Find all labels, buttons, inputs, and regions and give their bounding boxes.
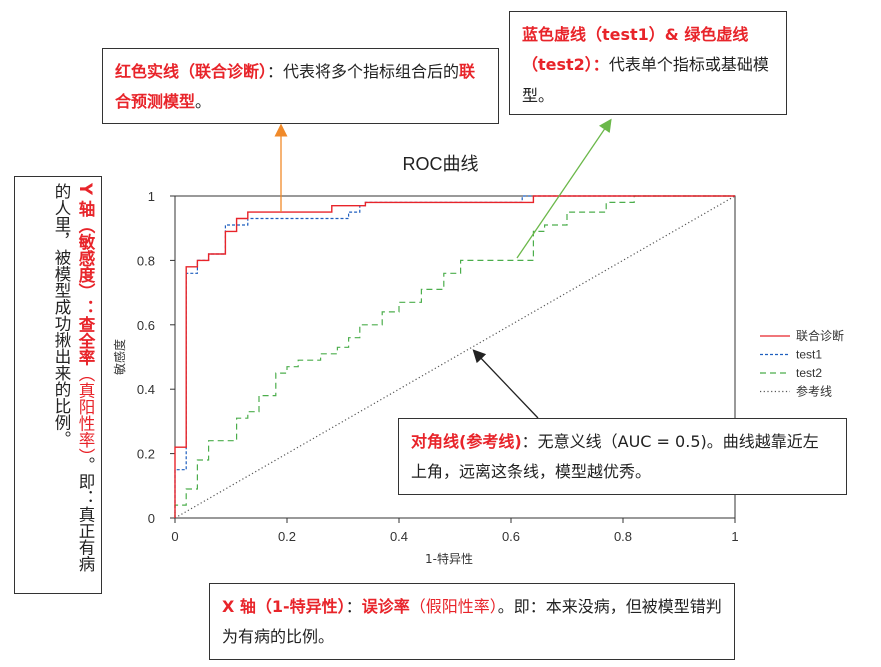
- annotation-y-axis-tpr: （真阳性率）: [76, 365, 95, 457]
- legend-label: test1: [796, 348, 822, 362]
- y-tick-label: 0.2: [137, 447, 155, 462]
- annotation-x-axis: X 轴（1-特异性）：误诊率（假阳性率）。即：本来没病，但被模型错判为有病的比例…: [209, 583, 735, 660]
- annotation-x-axis-fpr: （假阳性率）: [409, 597, 498, 616]
- annotation-x-axis-term: 误诊率: [361, 597, 410, 616]
- arrow-to-diagonal: [472, 349, 539, 419]
- annotation-red-line-text: ：代表将多个指标组合后的: [267, 62, 460, 81]
- plot-frame: [174, 195, 736, 519]
- annotation-x-axis-title: X 轴（1-特异性）: [222, 597, 346, 616]
- annotation-y-axis-term: 查全率: [76, 316, 95, 366]
- arrow-to-dashed-box: [516, 118, 612, 259]
- y-axis-label: 敏感度: [112, 339, 127, 375]
- y-tick-label: 1: [148, 189, 155, 204]
- y-tick-label: 0: [148, 511, 155, 526]
- annotation-dashed-text: 代表单个指标或基础模型。: [522, 55, 769, 105]
- series-reference: [174, 195, 736, 519]
- series-combined: [174, 195, 735, 518]
- legend-label: test2: [796, 366, 822, 380]
- y-tick-label: 0.6: [137, 318, 155, 333]
- x-tick-label: 0: [171, 529, 178, 544]
- annotation-red-line-model: 联合预测模型: [115, 62, 476, 112]
- annotation-red-line: 红色实线（联合诊断）：代表将多个指标组合后的联合预测模型。: [102, 48, 499, 124]
- annotation-y-axis-text: 。即：真正有病的人里，被模型成功揪出来的比例。: [52, 183, 95, 572]
- x-tick-label: 0.2: [278, 529, 296, 544]
- x-tick-label: 0.4: [390, 529, 408, 544]
- series-test2: [174, 195, 735, 518]
- annotation-diagonal-title: 对角线(参考线): [411, 432, 522, 451]
- y-tick-label: 0.8: [137, 253, 155, 268]
- annotation-red-line-title: 红色实线（联合诊断）: [115, 62, 268, 81]
- annotation-dashed-title: 蓝色虚线（test1）& 绿色虚线（test2）：: [522, 25, 749, 75]
- annotation-x-axis-colon: ：: [345, 597, 362, 616]
- annotation-diagonal: 对角线(参考线)：无意义线（AUC = 0.5)。曲线越靠近左上角，远离这条线，…: [398, 418, 847, 495]
- annotation-y-axis-vertical: Y 轴（敏感度）：查全率（真阳性率）。即：真正有病的人里，被模型成功揪出来的比例…: [49, 183, 97, 583]
- legend-label: 参考线: [796, 384, 832, 399]
- legend: 联合诊断 test1 test2 参考线: [760, 328, 844, 399]
- annotation-dashed-lines: 蓝色虚线（test1）& 绿色虚线（test2）：代表单个指标或基础模型。: [509, 11, 787, 115]
- x-tick-label: 0.6: [502, 529, 520, 544]
- x-axis-label: 1-特异性: [425, 551, 473, 566]
- legend-label: 联合诊断: [796, 328, 844, 343]
- annotation-y-axis: Y 轴（敏感度）：查全率（真阳性率）。即：真正有病的人里，被模型成功揪出来的比例…: [14, 176, 102, 594]
- annotation-y-axis-title: Y 轴（敏感度）：: [76, 183, 95, 317]
- annotation-x-axis-text: 。即：本来没病，但被模型错判为有病的比例。: [222, 597, 722, 647]
- annotation-red-line-end: 。: [195, 92, 212, 112]
- x-tick-label: 1: [731, 529, 738, 544]
- x-tick-label: 0.8: [614, 529, 632, 544]
- annotation-diagonal-text: ：无意义线（AUC = 0.5)。曲线越靠近左上角，远离这条线，模型越优秀。: [411, 432, 819, 482]
- y-tick-label: 0.4: [137, 382, 155, 397]
